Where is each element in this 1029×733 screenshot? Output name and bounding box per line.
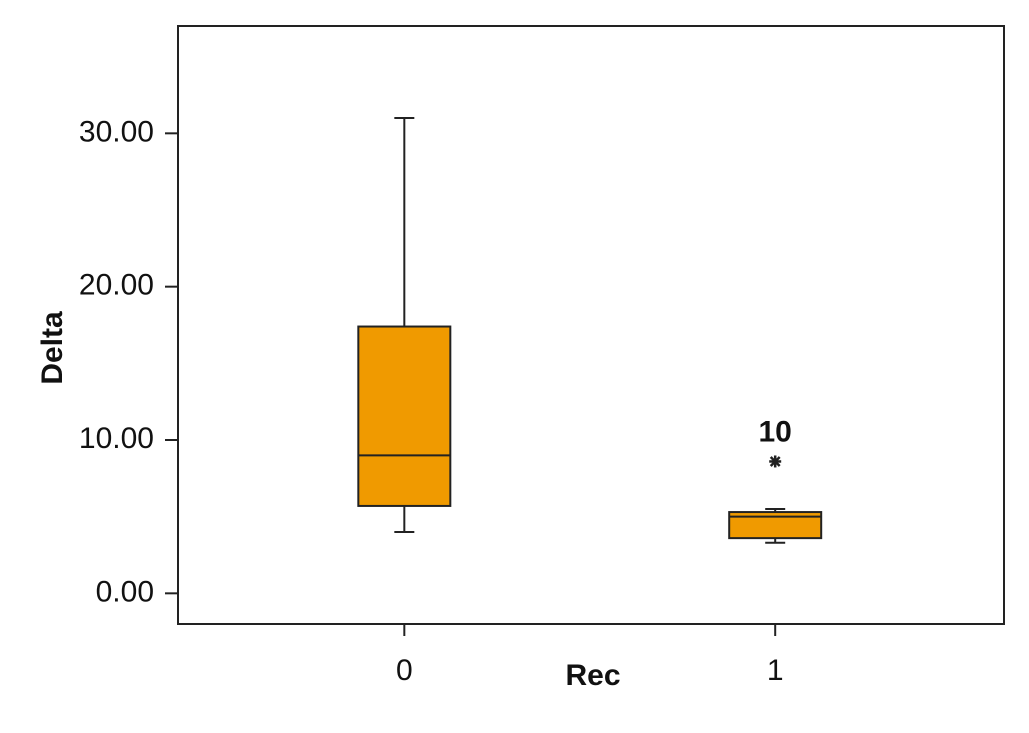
box: [357, 325, 452, 507]
y-tick-label: 20.00: [79, 269, 154, 302]
y-axis-label: Delta: [36, 311, 69, 385]
y-tick-label: 10.00: [79, 422, 154, 455]
x-tick-label: 0: [396, 654, 413, 687]
outlier-label: 10: [759, 415, 792, 448]
outlier: [769, 455, 782, 468]
x-axis-label: Rec: [565, 659, 620, 692]
y-tick-label: 0.00: [96, 575, 154, 608]
plot-frame: [177, 25, 1005, 625]
x-tick-label: 1: [767, 654, 784, 687]
y-tick-label: 30.00: [79, 115, 154, 148]
outlier-stroke: [769, 456, 781, 467]
